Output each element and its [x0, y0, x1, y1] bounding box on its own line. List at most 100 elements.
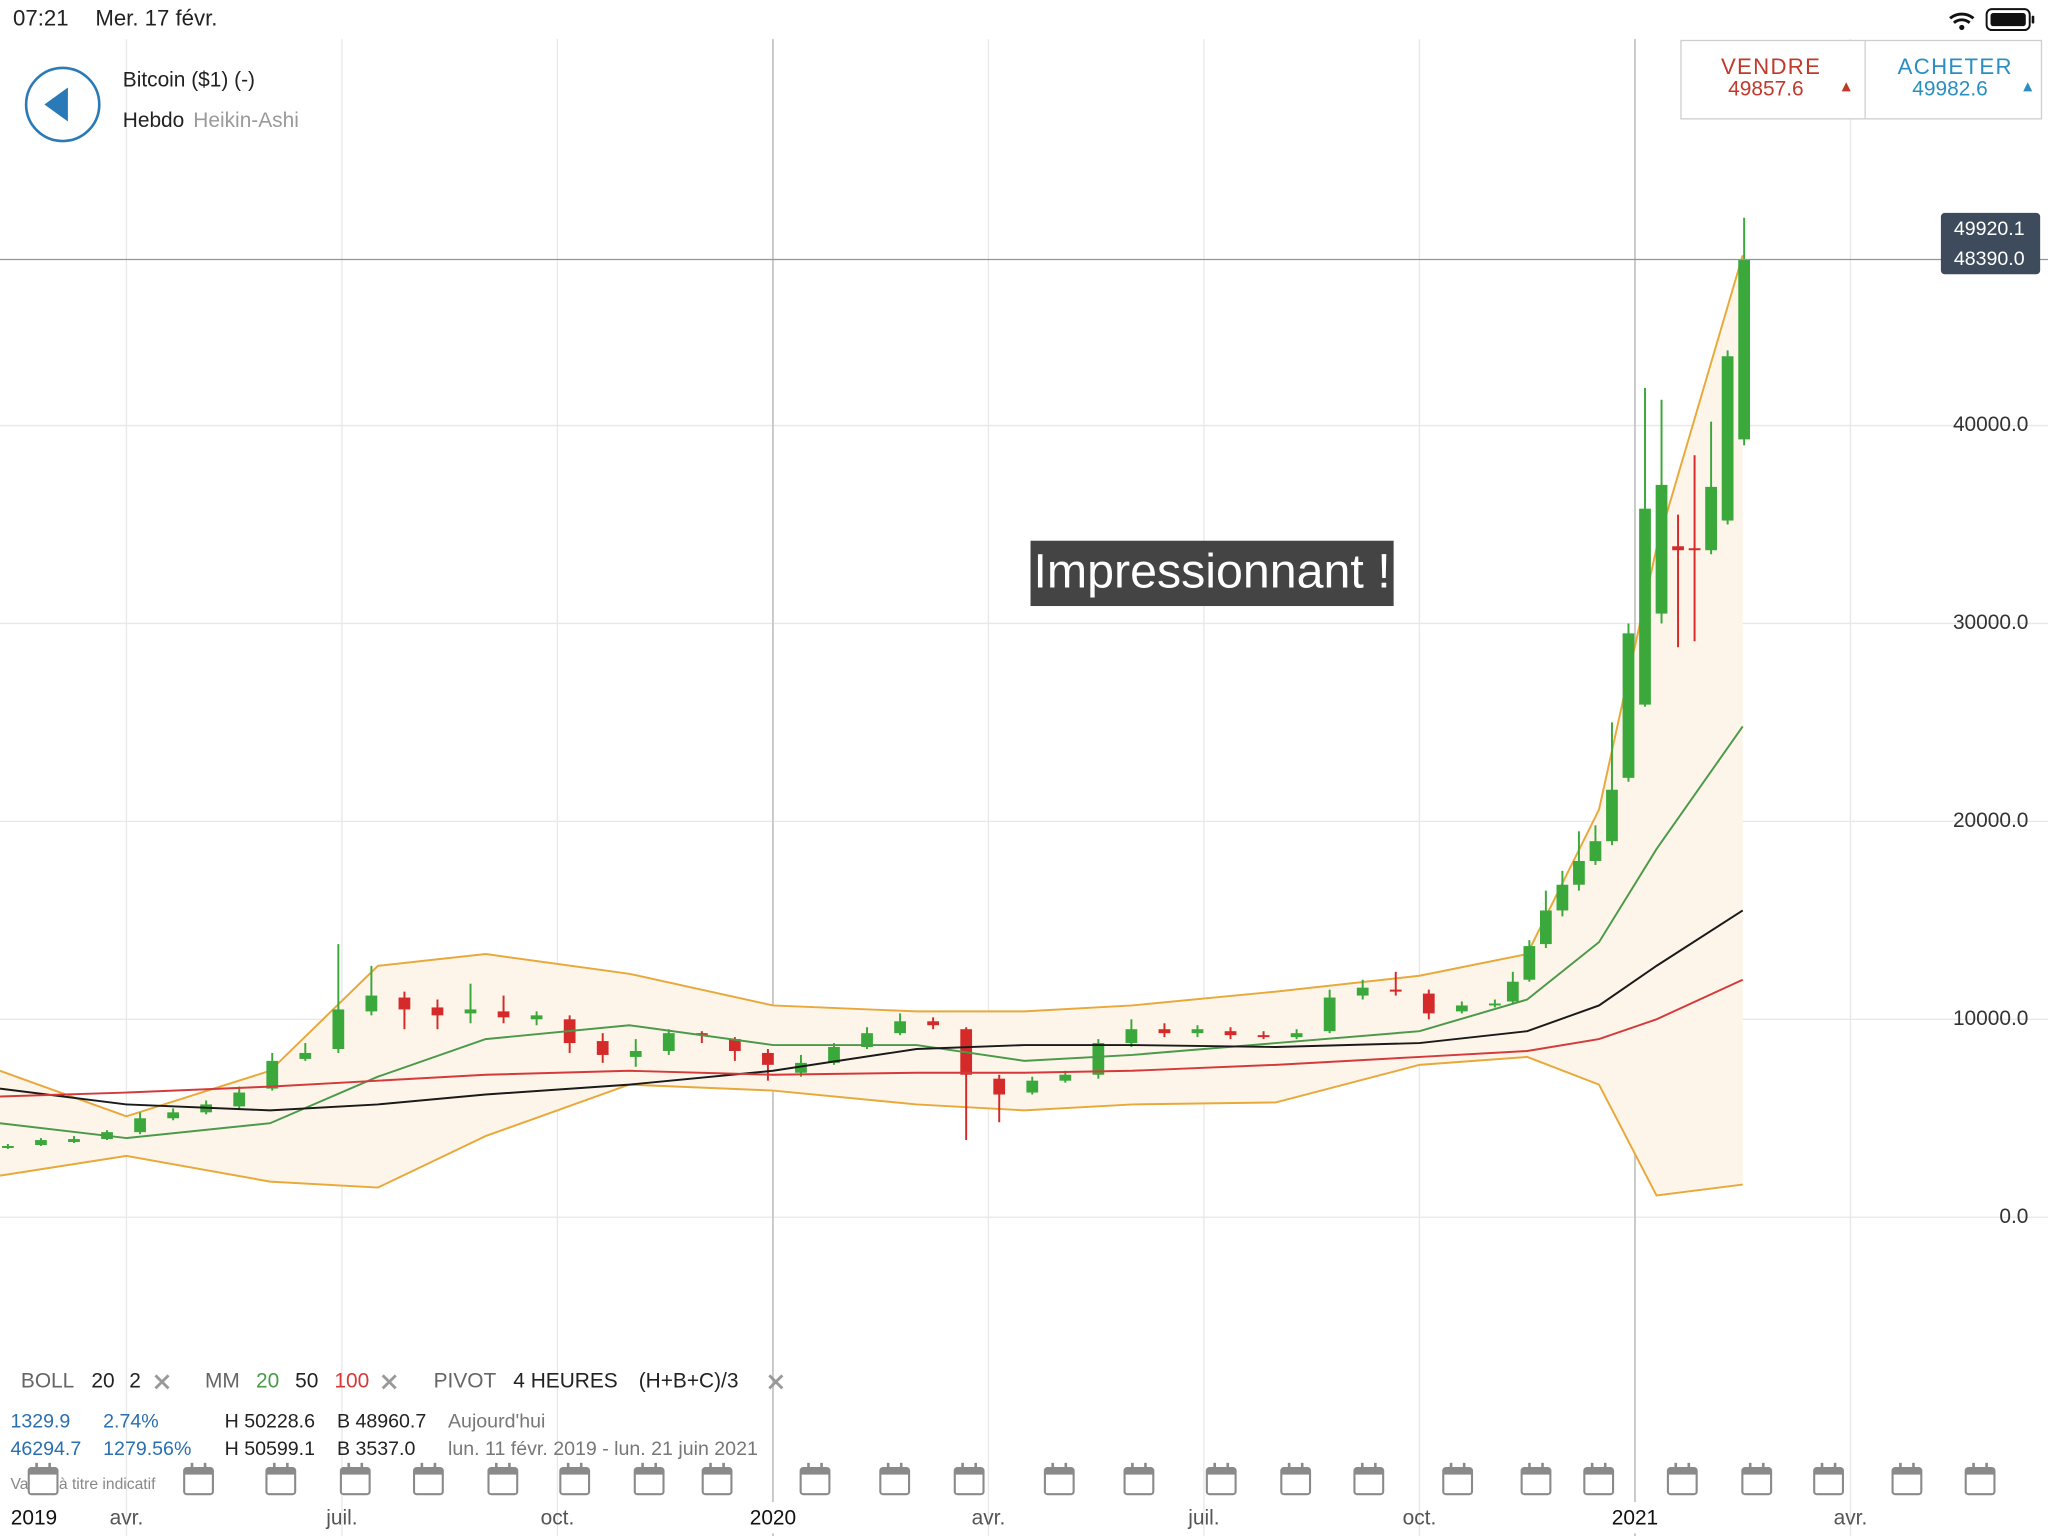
calendar-top [266, 1468, 296, 1475]
candle-body [1290, 1033, 1303, 1038]
candle-body [1606, 789, 1618, 842]
candle-body [1191, 1029, 1204, 1034]
calendar-top [1044, 1468, 1074, 1475]
calendar-icon[interactable] [633, 1462, 665, 1496]
calendar-icon[interactable] [1666, 1462, 1698, 1496]
chart-style: Heikin-Ashi [193, 109, 299, 132]
calendar-icon[interactable] [953, 1462, 985, 1496]
calendar-top [880, 1468, 910, 1475]
calendar-icon[interactable] [559, 1462, 591, 1496]
info-value: H 50599.1 [225, 1438, 315, 1460]
candle-body [861, 1033, 873, 1048]
candle-body [464, 1009, 477, 1014]
candle-body [1639, 508, 1651, 705]
candle-body [1257, 1035, 1270, 1038]
candle-body [695, 1033, 708, 1036]
back-button[interactable] [24, 66, 101, 143]
candle-body [1125, 1029, 1138, 1044]
calendar-icon[interactable] [1123, 1462, 1155, 1496]
candle-body [1026, 1080, 1039, 1093]
candle-body [1721, 356, 1734, 521]
candle-body [993, 1078, 1006, 1095]
calendar-icon[interactable] [1813, 1462, 1844, 1496]
indicator-param: 2 [129, 1369, 141, 1392]
calendar-top [1667, 1468, 1697, 1475]
calendar-top [340, 1468, 370, 1475]
indicator-param: 20 [91, 1369, 114, 1392]
calendar-icon[interactable] [701, 1462, 733, 1496]
calendar-icons [27, 1462, 1996, 1496]
status-date: Mer. 17 févr. [95, 5, 217, 30]
moving-average [0, 909, 1744, 1112]
x-label-bg [1603, 1502, 1667, 1534]
x-tick-label: 2019 [11, 1507, 57, 1530]
candle-body [1539, 910, 1552, 945]
calendar-icon[interactable] [183, 1462, 214, 1496]
calendar-top [414, 1468, 443, 1475]
candle-body [332, 1009, 345, 1050]
price-label: 49920.1 [1954, 218, 2025, 240]
calendar-icon[interactable] [1964, 1462, 1996, 1496]
candle-body [1589, 841, 1602, 861]
calendar-icon[interactable] [412, 1462, 444, 1496]
buy-button[interactable]: ACHETER 49982.6 [1898, 54, 2033, 101]
candle-body [795, 1062, 807, 1073]
x-tick-label: 2021 [1612, 1507, 1658, 1530]
calendar-icon[interactable] [1043, 1462, 1075, 1496]
price-label: 48390.0 [1954, 248, 2025, 270]
candle-body [431, 1007, 444, 1016]
candle-body [1672, 546, 1684, 551]
calendar-icon[interactable] [1442, 1462, 1474, 1496]
status-time: 07:21 [13, 5, 69, 30]
sell-label[interactable]: VENDRE [1721, 54, 1821, 79]
sell-price[interactable]: 49857.6 [1728, 78, 1803, 101]
calendar-top [702, 1468, 732, 1475]
indicator-bar: BOLL 20 2 MM 20 50 100 PIVOT 4 HEURES (H… [21, 1369, 784, 1392]
band-lower [0, 1055, 1743, 1197]
buy-price[interactable]: 49982.6 [1912, 78, 1987, 101]
calendar-top [560, 1468, 590, 1475]
candle-body [1422, 993, 1435, 1014]
candle-body [1705, 486, 1717, 551]
candle-body [1688, 548, 1701, 551]
y-tick-label: 10000.0 [1953, 1007, 2028, 1030]
info-value: Aujourd'hui [448, 1411, 545, 1433]
candle-body [497, 1011, 510, 1018]
calendar-icon[interactable] [1353, 1462, 1385, 1496]
calendar-icon[interactable] [1741, 1462, 1773, 1496]
candle-body [134, 1118, 146, 1133]
calendar-top [28, 1468, 58, 1475]
candle-body [1506, 981, 1519, 1002]
remove-icons[interactable] [154, 1374, 784, 1390]
candle-body [762, 1052, 774, 1065]
calendar-icon[interactable] [799, 1462, 831, 1496]
calendar-icon[interactable] [27, 1462, 59, 1496]
legend-entry: 100 [334, 1369, 369, 1392]
moving-average [0, 978, 1744, 1098]
calendar-top [1742, 1468, 1772, 1475]
calendar-icon[interactable] [339, 1462, 371, 1496]
calendar-icon[interactable] [1205, 1462, 1237, 1496]
calendar-icon[interactable] [265, 1462, 297, 1496]
calendar-icon[interactable] [1891, 1462, 1923, 1496]
candle-body [1224, 1031, 1237, 1036]
calendar-icon[interactable] [1520, 1462, 1552, 1496]
candle-body [1488, 1003, 1501, 1006]
up-arrow [2023, 82, 2033, 92]
candle-body [1092, 1043, 1105, 1075]
calendar-icon[interactable] [1583, 1462, 1615, 1496]
candle-body [1556, 884, 1569, 911]
calendar-icon[interactable] [487, 1462, 519, 1496]
x-tick-label: 2020 [750, 1507, 796, 1530]
calendar-icon[interactable] [1280, 1462, 1312, 1496]
calendar-top [1206, 1468, 1236, 1475]
buy-label[interactable]: ACHETER [1898, 54, 2013, 79]
calendar-top [1281, 1468, 1311, 1475]
sell-button[interactable]: VENDRE 49857.6 [1721, 54, 1851, 101]
up-arrow [1841, 82, 1851, 92]
calendar-icon[interactable] [879, 1462, 911, 1496]
status-icons [1949, 8, 2035, 32]
instrument-name: Bitcoin ($1) (-) [123, 68, 255, 91]
candle-body [1323, 997, 1336, 1032]
